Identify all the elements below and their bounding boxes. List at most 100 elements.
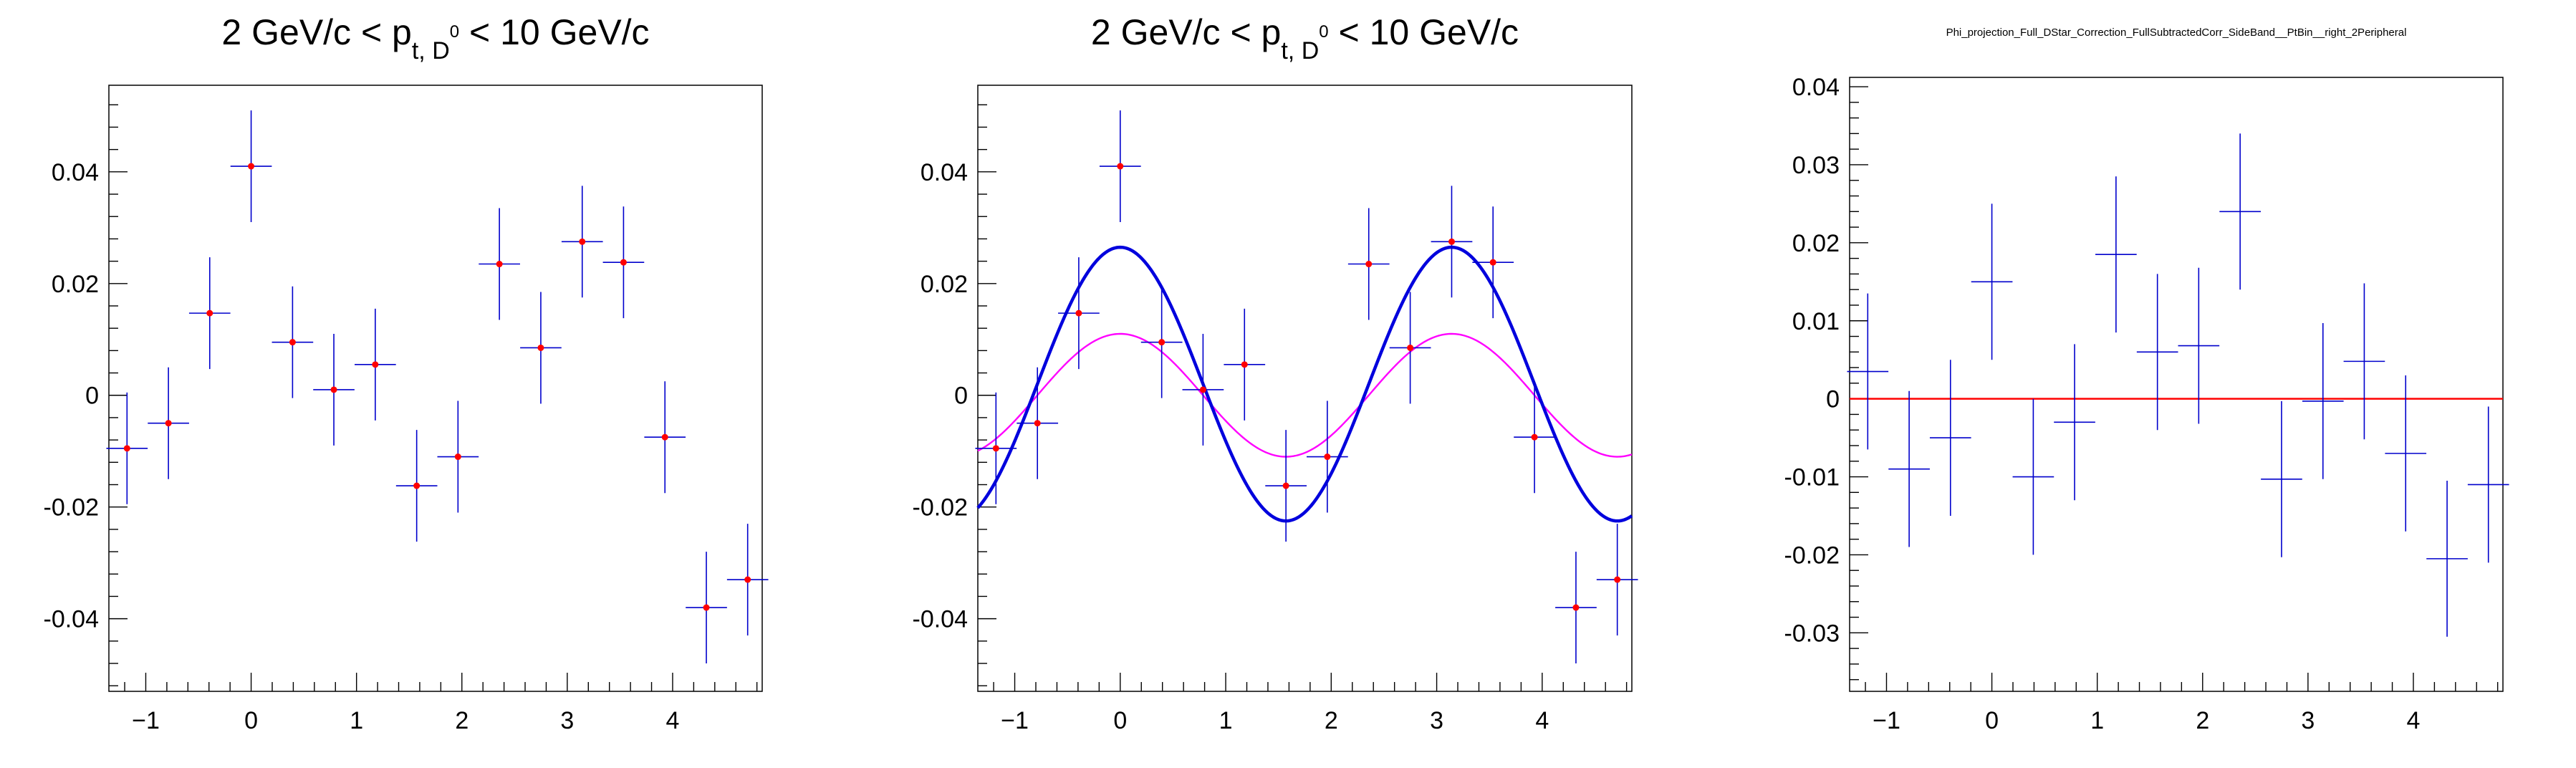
data-point <box>148 367 189 479</box>
point-marker <box>620 259 627 266</box>
y-tick-label: -0.04 <box>913 606 969 633</box>
data-point <box>1224 308 1266 421</box>
data-point <box>2054 344 2095 501</box>
data-point <box>2426 480 2468 637</box>
point-marker <box>413 482 420 489</box>
data-point <box>602 206 645 319</box>
title-part: < 10 GeV/c <box>459 12 649 52</box>
data-point <box>726 524 769 636</box>
data-point <box>355 308 396 421</box>
x-tick-label: 2 <box>1325 707 1338 734</box>
x-tick-label: 0 <box>244 707 258 734</box>
data-point <box>395 430 438 542</box>
title-part: 0 <box>450 22 459 42</box>
y-tick-label: 0.04 <box>921 159 968 186</box>
chart-panel-2: 2 GeV/c < pt, D0 < 10 GeV/c-0.04-0.0200.… <box>913 12 1638 734</box>
y-tick-label: -0.02 <box>1784 542 1840 569</box>
plot-frame <box>108 85 763 692</box>
y-tick-label: 0.02 <box>52 271 99 298</box>
point-marker <box>454 453 461 461</box>
y-tick-label: 0 <box>1826 386 1840 413</box>
x-tick-label: 4 <box>666 707 680 734</box>
y-tick-label: 0.04 <box>1792 74 1840 101</box>
point-marker <box>1241 361 1248 368</box>
data-point <box>1514 381 1555 494</box>
point-marker <box>579 238 586 245</box>
y-tick-label: 0.03 <box>1792 152 1840 179</box>
data-point <box>1140 286 1183 398</box>
point-marker <box>1614 576 1621 583</box>
point-marker <box>1489 259 1496 266</box>
data-point <box>2467 406 2509 563</box>
x-tick-label: 2 <box>2196 707 2209 734</box>
data-point <box>1971 203 2013 360</box>
point-marker <box>1282 482 1289 489</box>
x-tick-label: 0 <box>1113 707 1127 734</box>
point-marker <box>537 344 544 351</box>
data-point <box>1307 400 1348 513</box>
point-marker <box>1448 238 1455 245</box>
title-part: < 10 GeV/c <box>1329 12 1519 52</box>
point-marker <box>1158 339 1166 346</box>
point-marker <box>372 361 379 368</box>
data-point <box>1431 186 1473 298</box>
y-tick-label: -0.02 <box>913 494 969 522</box>
x-tick-label: 3 <box>1430 707 1443 734</box>
point-marker <box>744 576 751 583</box>
chart-panel-1: 2 GeV/c < pt, D0 < 10 GeV/c-0.04-0.0200.… <box>44 12 769 734</box>
x-tick-label: 1 <box>2090 707 2104 734</box>
data-point <box>188 257 231 370</box>
data-point <box>975 392 1017 504</box>
title-part: 2 GeV/c < p <box>1091 12 1281 52</box>
data-point <box>2219 133 2261 290</box>
point-marker <box>289 339 296 346</box>
data-point <box>2136 274 2178 431</box>
data-point <box>1017 367 1059 479</box>
point-marker <box>1572 604 1580 611</box>
title-part: t, D <box>1281 37 1319 64</box>
y-tick-label: 0.02 <box>921 271 968 298</box>
data-point <box>2261 400 2302 557</box>
data-point <box>1555 552 1597 664</box>
point-marker <box>1034 420 1041 427</box>
data-point <box>1389 292 1431 404</box>
data-point <box>2385 375 2427 532</box>
point-marker <box>206 309 213 317</box>
point-marker <box>1407 344 1414 351</box>
chart-title: 2 GeV/c < pt, D0 < 10 GeV/c <box>221 12 649 64</box>
point-marker <box>1365 261 1373 268</box>
y-tick-label: -0.01 <box>1784 464 1840 491</box>
data-point <box>479 208 520 320</box>
point-marker <box>123 445 130 452</box>
data-point <box>2343 283 2385 440</box>
title-part: 0 <box>1319 22 1328 42</box>
y-tick-label: -0.03 <box>1784 620 1840 647</box>
data-point <box>2095 176 2137 333</box>
point-marker <box>496 261 503 268</box>
data-point <box>1596 524 1638 636</box>
x-tick-label: −1 <box>132 707 160 734</box>
fit-curve-1 <box>977 332 1633 458</box>
y-tick-label: -0.04 <box>44 606 100 633</box>
data-point <box>230 110 272 223</box>
plot-frame <box>1849 77 2504 692</box>
data-point <box>313 333 355 446</box>
point-marker <box>1075 309 1082 317</box>
title-part: t, D <box>412 37 450 64</box>
y-tick-label: 0.04 <box>52 159 99 186</box>
x-tick-label: −1 <box>1873 707 1900 734</box>
data-point <box>1099 110 1141 223</box>
point-marker <box>1324 453 1331 461</box>
y-tick-label: 0 <box>954 383 968 410</box>
y-tick-label: 0 <box>85 383 99 410</box>
chart-title: 2 GeV/c < pt, D0 < 10 GeV/c <box>1091 12 1519 64</box>
x-tick-label: 0 <box>1985 707 1999 734</box>
data-point <box>1265 430 1307 542</box>
x-tick-label: 3 <box>560 707 574 734</box>
data-point <box>437 400 479 513</box>
x-tick-label: 4 <box>2407 707 2421 734</box>
data-point <box>1847 293 1889 450</box>
x-tick-label: 2 <box>455 707 468 734</box>
point-marker <box>1531 433 1538 441</box>
chart-title: Phi_projection_Full_DStar_Correction_Ful… <box>1946 27 2407 39</box>
